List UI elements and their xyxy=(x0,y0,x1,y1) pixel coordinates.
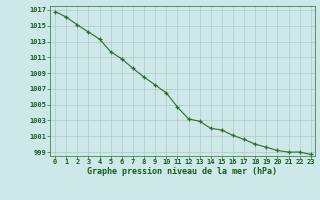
X-axis label: Graphe pression niveau de la mer (hPa): Graphe pression niveau de la mer (hPa) xyxy=(87,167,277,176)
